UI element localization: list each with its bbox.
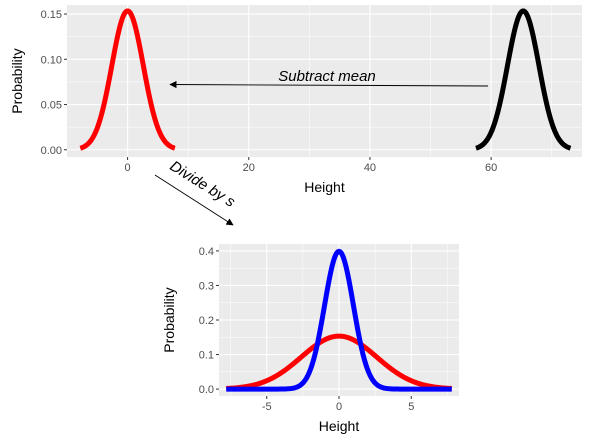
y-tick-label: 0.00 bbox=[41, 145, 62, 157]
series-line-1 bbox=[474, 8, 573, 151]
y-tick-label: 0.10 bbox=[41, 54, 62, 66]
bottom-y-axis-title: Probability bbox=[161, 287, 177, 352]
x-tick-label: 5 bbox=[408, 401, 414, 413]
x-tick-label: 20 bbox=[243, 162, 255, 174]
y-tick-label: 0.05 bbox=[41, 100, 62, 112]
subtract-mean-label: Subtract mean bbox=[278, 68, 376, 85]
top-x-axis-title: Height bbox=[304, 179, 345, 195]
bottom-tick-group: -5 0 5 0.0 0.1 0.2 0.3 0.4 bbox=[199, 246, 415, 413]
top-chart: 0 20 40 60 0.00 0.05 0.10 0.15 Height Probabili… bbox=[9, 5, 582, 195]
bottom-x-axis-title: Height bbox=[319, 418, 360, 434]
x-tick-label: 60 bbox=[485, 162, 497, 174]
divide-by-s-arrow bbox=[154, 174, 234, 226]
y-tick-label: 0.15 bbox=[41, 9, 62, 21]
y-tick-label: 0.3 bbox=[199, 280, 214, 292]
subtract-mean-arrow bbox=[169, 80, 489, 89]
bottom-chart: -5 0 5 0.0 0.1 0.2 0.3 0.4 Height Probability bbox=[161, 244, 459, 434]
x-tick-label: 0 bbox=[125, 162, 131, 174]
series-line-1 bbox=[225, 248, 453, 392]
divide-by-s-label: Divide by s bbox=[167, 158, 239, 212]
bottom-series-group bbox=[225, 248, 453, 392]
x-tick-label: 40 bbox=[364, 162, 376, 174]
top-tick-group: 0 20 40 60 0.00 0.05 0.10 0.15 bbox=[41, 9, 498, 174]
x-tick-label: -5 bbox=[262, 401, 272, 413]
x-tick-label: 0 bbox=[336, 401, 342, 413]
y-tick-label: 0.2 bbox=[199, 315, 214, 327]
y-tick-label: 0.0 bbox=[199, 384, 214, 396]
y-tick-label: 0.4 bbox=[199, 246, 214, 258]
top-y-axis-title: Probability bbox=[9, 48, 25, 113]
series-line-0 bbox=[78, 8, 177, 151]
top-plot-panel bbox=[67, 5, 582, 157]
top-series-group bbox=[78, 8, 573, 151]
series-line-0 bbox=[225, 333, 453, 391]
y-tick-label: 0.1 bbox=[199, 350, 214, 362]
